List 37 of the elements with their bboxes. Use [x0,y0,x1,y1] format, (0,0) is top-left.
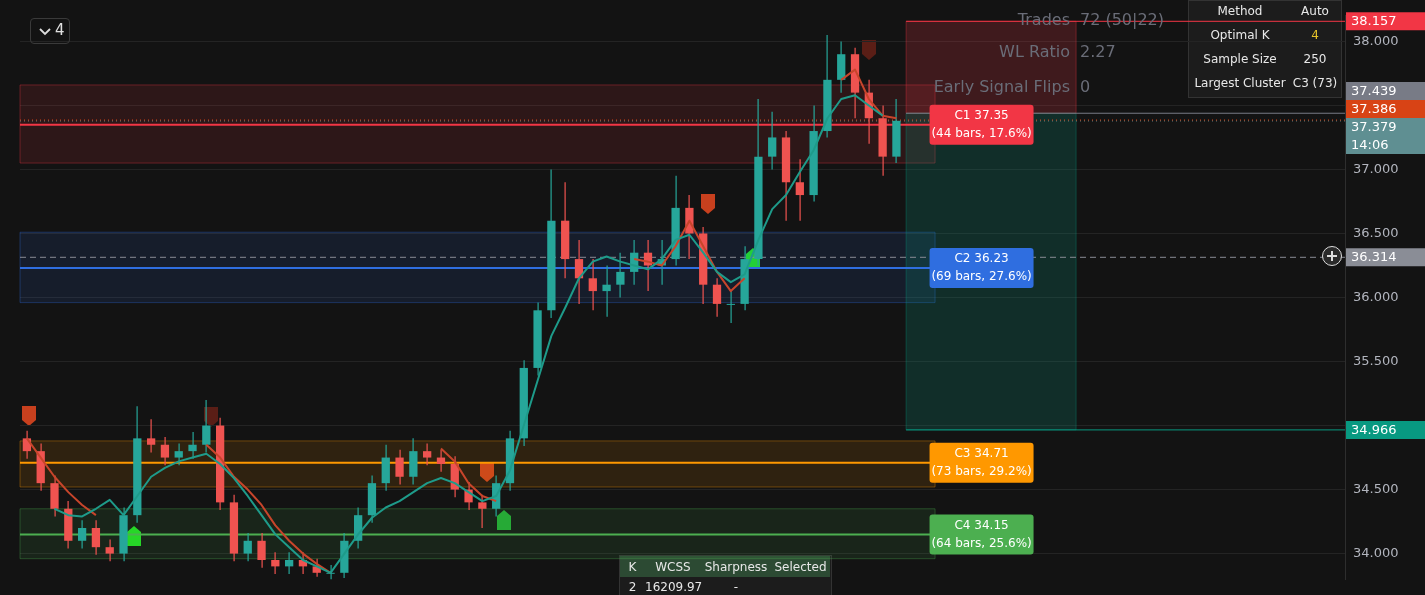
y-tick-label: 37.000 [1353,160,1399,176]
y-tick-label: 35.500 [1353,352,1399,368]
text: 2 [627,580,638,594]
ref-line-label: 38.157 [1351,13,1397,29]
ref-line-label: 34.966 [1351,421,1397,437]
annotation: Largest Cluster [1193,76,1287,90]
annotation: Sample Size [1202,52,1278,66]
annotation: WCSS [654,560,692,574]
ref-line-label: 37.439 [1351,82,1397,98]
y-tick-label: 38.000 [1353,32,1399,48]
ref-line-label: 36.314 [1351,249,1397,265]
annotation: K [627,560,638,574]
annotation: WL Ratio [999,42,1070,61]
y-tick-label: 36.000 [1353,288,1399,304]
ref-line-label: 37.379 14:06 [1351,118,1397,152]
annotation: Optimal K [1209,28,1271,42]
annotation: Sharpness [703,560,769,574]
annotation: Auto [1300,4,1330,18]
annotation: 250 [1302,52,1328,66]
annotation: 4 [1310,28,1320,42]
ref-line-label: C2 36.23 (69 bars, 27.6%) [931,251,1032,284]
annotation: C3 (73) [1291,76,1339,90]
annotation: 0 [1080,77,1091,96]
annotation: Method [1216,4,1264,18]
ref-line-label: C4 34.15 (64 bars, 25.6%) [931,517,1032,550]
ref-line-label: C3 34.71 (73 bars, 29.2%) [931,445,1032,478]
annotation: 2.27 [1080,42,1116,61]
ref-line-label: 37.386 [1351,100,1397,116]
y-tick-label: 34.500 [1353,480,1399,496]
annotation: Selected [773,560,828,574]
text: - [732,580,740,594]
annotation: Early Signal Flips [933,77,1070,96]
y-tick-label: 34.000 [1353,544,1399,560]
y-tick-label: 36.500 [1353,224,1399,240]
text: 16209.97 [645,580,703,594]
ref-line-label: C1 37.35 (44 bars, 17.6%) [931,107,1032,140]
annotation: 4 [55,21,65,39]
